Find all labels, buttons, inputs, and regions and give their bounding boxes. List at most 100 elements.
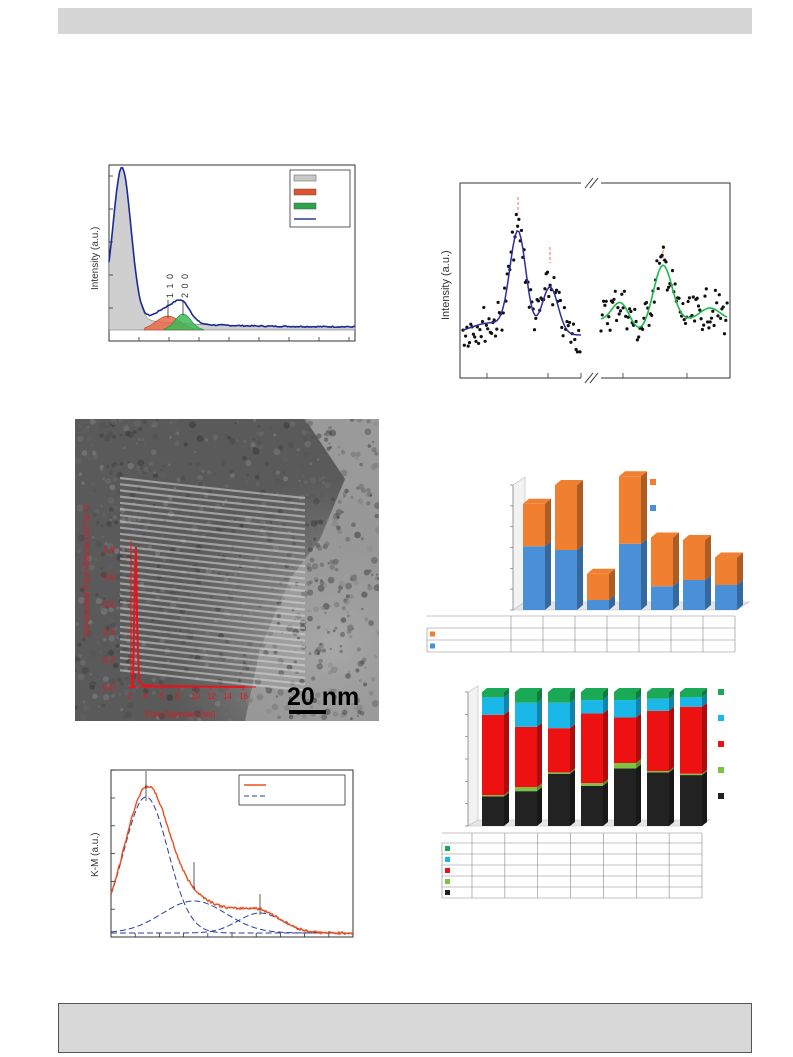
lattice-fringe: [119, 557, 306, 580]
data-point: [628, 307, 632, 311]
bar-side: [537, 722, 542, 788]
tem-grain: [102, 539, 106, 543]
data-point: [480, 319, 485, 324]
tem-grain: [77, 673, 85, 681]
tem-grain: [359, 710, 365, 716]
tem-grain: [102, 513, 106, 517]
tem-grain: [215, 527, 221, 532]
tem-grain: [196, 474, 203, 481]
tem-grain: [118, 635, 122, 639]
data-point: [547, 294, 551, 299]
tem-grain: [118, 592, 122, 595]
tem-grain: [117, 677, 122, 683]
tem-grain: [194, 450, 197, 454]
tem-grain: [327, 504, 334, 511]
tem-grain: [184, 480, 189, 484]
tem-grain: [201, 469, 205, 473]
table-legend-key: [445, 879, 450, 884]
data-point: [691, 295, 695, 299]
legend-key: [718, 741, 724, 747]
tem-grain: [99, 468, 103, 472]
tem-grain: [370, 573, 374, 577]
bar-side: [705, 535, 711, 580]
bar-segment: [715, 585, 737, 610]
tem-grain: [311, 563, 319, 570]
tem-grain: [327, 670, 333, 675]
tem-grain: [174, 431, 179, 436]
tem-grain: [161, 534, 165, 539]
tem-grain: [287, 689, 291, 693]
tem-grain: [100, 566, 104, 571]
tem-grain: [211, 696, 214, 699]
km-legend-box: [238, 774, 346, 806]
data-point: [683, 321, 688, 326]
tem-grain: [151, 690, 156, 695]
header-bar: [58, 8, 752, 34]
bar-top: [614, 688, 641, 692]
tem-grain: [316, 458, 320, 461]
tem-grain: [100, 524, 104, 527]
tem-grain: [307, 609, 311, 613]
data-point: [599, 329, 603, 333]
bar-segment: [482, 697, 504, 715]
bar-side: [570, 769, 575, 826]
tem-grain: [169, 421, 173, 425]
tem-grain: [172, 419, 179, 423]
tem-grain: [248, 697, 254, 703]
data-point: [647, 323, 651, 328]
data-point: [655, 259, 659, 263]
bar-segment: [515, 791, 537, 826]
tem-grain: [276, 613, 281, 619]
tem-grain: [156, 564, 161, 569]
tem-grain: [85, 435, 93, 443]
tem-grain: [371, 676, 376, 681]
tem-grain: [317, 584, 325, 592]
tem-grain: [324, 432, 331, 439]
tem-grain: [124, 711, 132, 719]
data-point: [622, 289, 626, 293]
tem-grain: [364, 428, 372, 436]
tem-grain: [298, 479, 301, 483]
tem-grain: [122, 590, 127, 594]
tem-grain: [309, 493, 316, 499]
tem-grain: [98, 421, 106, 429]
tem-grain: [307, 547, 313, 553]
tem-grain: [114, 520, 118, 525]
data-point: [519, 228, 524, 233]
data-point: [474, 339, 478, 343]
scale-bar: [289, 710, 326, 714]
tem-grain: [78, 472, 83, 476]
tem-grain: [88, 564, 95, 571]
data-point: [708, 320, 712, 324]
tem-grain: [119, 461, 124, 466]
tem-grain: [75, 457, 82, 465]
tem-grain: [82, 700, 86, 704]
tem-grain: [103, 421, 111, 429]
tem-grain: [148, 461, 154, 467]
bar-side: [705, 575, 711, 610]
tem-grain: [92, 454, 98, 460]
tem-grain: [261, 431, 265, 435]
data-point: [532, 328, 537, 332]
tem-grain: [107, 496, 115, 504]
tem-grain: [198, 706, 204, 713]
data-point: [536, 299, 540, 303]
tem-grain: [293, 561, 296, 565]
data-point: [693, 319, 697, 323]
tem-grain: [309, 557, 315, 563]
tem-grain: [127, 461, 130, 464]
tem-grain: [109, 691, 113, 696]
lattice-fringe: [119, 538, 306, 562]
tem-grain: [76, 504, 84, 512]
tem-grain: [187, 716, 194, 721]
tem-grain: [233, 695, 238, 701]
lattice-fringe: [119, 501, 306, 524]
legend-key: [650, 505, 656, 511]
tem-grain: [371, 557, 378, 564]
tem-grain: [351, 522, 356, 528]
y-axis-label: Intensity (a.u.): [90, 227, 101, 290]
bar-side: [669, 767, 674, 773]
data-point: [478, 327, 482, 332]
tem-grain: [131, 689, 136, 694]
bar-side: [636, 764, 641, 826]
